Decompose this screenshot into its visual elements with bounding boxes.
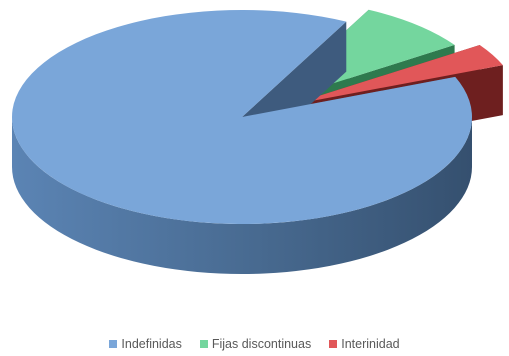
chart-legend: Indefinidas Fijas discontinuas Interinid… [0,334,509,354]
legend-label-fijas-discontinuas: Fijas discontinuas [211,337,312,351]
legend-item-interinidad[interactable]: Interinidad [329,337,400,351]
pie-slice-rim [12,117,472,274]
legend-item-fijas-discontinuas[interactable]: Fijas discontinuas [199,337,312,351]
legend-item-indefinidas[interactable]: Indefinidas [109,337,182,351]
legend-label-indefinidas: Indefinidas [121,337,182,351]
pie-slice-top [289,44,503,106]
legend-swatch-fijas-discontinuas [199,340,208,348]
legend-swatch-indefinidas [109,340,118,348]
pie-slice-top [11,9,472,224]
pie-slice-indefinidas[interactable] [11,9,472,274]
legend-swatch-interinidad [329,340,338,348]
legend-label-interinidad: Interinidad [341,337,400,351]
